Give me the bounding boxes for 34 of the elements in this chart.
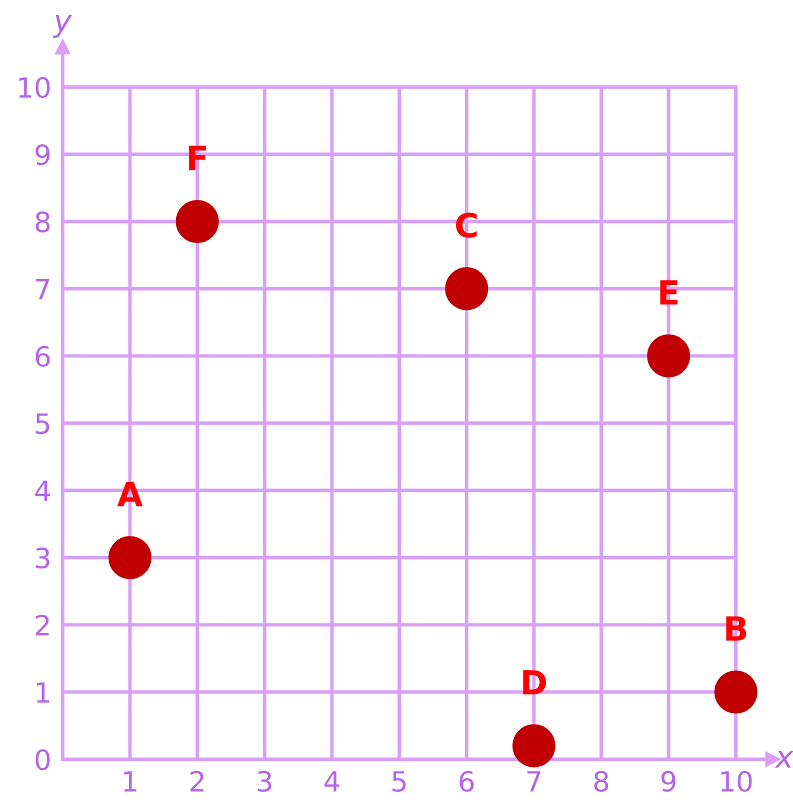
y-tick-label: 5 xyxy=(36,413,50,434)
x-tick-label: 1 xyxy=(124,771,136,792)
point xyxy=(108,536,152,580)
point xyxy=(714,670,758,714)
y-tick-label: 2 xyxy=(36,614,49,636)
annotation: B xyxy=(726,616,746,641)
y-tick-label: 1 xyxy=(36,682,49,703)
x-tick-label: 10 xyxy=(721,770,752,792)
x-tick-label: 4 xyxy=(324,771,340,792)
y-axis-title: y xyxy=(52,14,72,38)
y-tick-label: 8 xyxy=(36,211,50,232)
x-tick-label: 9 xyxy=(661,770,676,792)
point xyxy=(647,334,690,378)
annotation: F xyxy=(188,146,206,170)
point xyxy=(512,724,556,768)
point xyxy=(445,267,488,310)
y-tick-label: 0 xyxy=(36,749,50,770)
x-tick-label: 3 xyxy=(258,770,272,792)
annotation: A xyxy=(117,482,143,506)
y-tick-label: 3 xyxy=(36,548,50,569)
y-tick-label: 10 xyxy=(19,76,50,98)
y-tick-label: 6 xyxy=(36,346,50,367)
x-tick-label: 6 xyxy=(460,770,474,792)
y-tick-label: 9 xyxy=(36,144,50,166)
x-tick-label: 8 xyxy=(594,770,608,792)
x-tick-label: 7 xyxy=(527,771,540,792)
point xyxy=(176,200,219,244)
x-tick-label: 5 xyxy=(392,771,406,792)
y-tick-label: 7 xyxy=(36,279,50,300)
annotation: C xyxy=(456,212,477,238)
annotation: E xyxy=(660,280,678,305)
annotation: D xyxy=(523,670,546,694)
x-tick-label: 2 xyxy=(190,770,204,792)
y-tick-label: 4 xyxy=(35,480,50,501)
